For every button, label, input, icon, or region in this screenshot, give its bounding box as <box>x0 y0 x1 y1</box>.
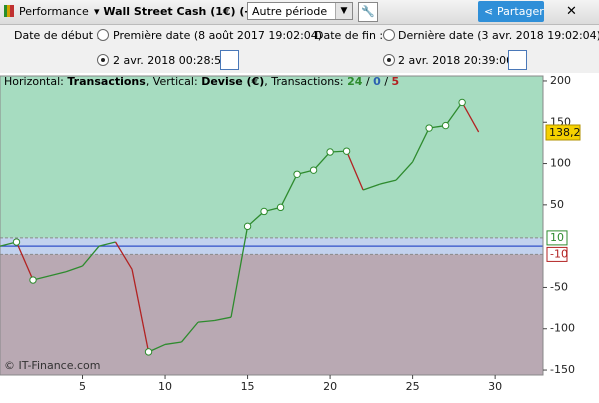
segment <box>82 245 100 267</box>
start-label: Date de début : <box>14 29 101 42</box>
y-tick-label: -50 <box>550 280 568 293</box>
segment <box>445 102 463 126</box>
period-value: Autre période <box>252 5 328 18</box>
point-marker <box>326 148 334 156</box>
segment <box>214 316 232 322</box>
radio[interactable] <box>97 29 109 41</box>
point-marker <box>293 170 301 178</box>
share-label: Partager <box>497 5 544 18</box>
band-label: -10 <box>550 247 568 260</box>
segment <box>15 241 34 281</box>
y-tick-label: -100 <box>550 322 575 335</box>
count-neutral: 0 <box>373 75 381 88</box>
loss-zone <box>0 254 543 375</box>
segment <box>114 241 133 270</box>
last-value-label: 138,2 <box>549 126 581 139</box>
y-tick-label: 100 <box>550 157 571 170</box>
header-text: , Transactions: <box>264 75 344 88</box>
end-label: Date de fin : <box>315 29 384 42</box>
y-tick-label: 200 <box>550 74 571 87</box>
count-loss: 5 <box>391 75 400 88</box>
radio[interactable] <box>383 29 395 41</box>
segment <box>49 271 67 277</box>
radio[interactable] <box>383 54 395 66</box>
module-button[interactable]: Performance <box>19 5 89 18</box>
band-label-box <box>546 230 568 246</box>
end-last[interactable]: Dernière date (3 avr. 2018 19:02:04) <box>398 29 599 42</box>
x-tick-label: 5 <box>79 380 86 393</box>
header-y: Devise (€) <box>201 75 265 88</box>
point-marker <box>243 222 252 231</box>
close-button[interactable]: ✕ <box>566 4 577 19</box>
segment <box>98 241 116 247</box>
segment <box>313 151 331 171</box>
point-marker <box>144 348 153 356</box>
x-tick-label: 20 <box>323 380 337 393</box>
radio[interactable] <box>97 54 109 66</box>
header-text: , Vertical: <box>145 75 198 88</box>
end-value[interactable]: 2 avr. 2018 20:39:00 <box>398 54 514 67</box>
share-button[interactable]: ⋖ Partager <box>478 1 544 22</box>
segment <box>412 127 430 163</box>
sep: / <box>384 75 389 88</box>
calendar-icon[interactable] <box>508 50 527 70</box>
plot-frame <box>0 75 544 376</box>
instrument-selector[interactable]: ▾ Wall Street Cash (1€) (-) <box>94 5 255 18</box>
segment <box>164 341 182 346</box>
x-tick-label: 10 <box>158 380 172 393</box>
point-marker <box>309 166 318 174</box>
start-value[interactable]: 2 avr. 2018 00:28:54 <box>113 54 229 67</box>
count-win: 24 <box>347 75 363 88</box>
point-marker <box>458 98 466 107</box>
y-tick-label: -150 <box>550 363 575 376</box>
point-marker <box>425 124 433 132</box>
segment <box>279 173 298 208</box>
x-tick-label: 15 <box>241 380 255 393</box>
point-marker <box>441 121 450 130</box>
segment <box>461 102 480 133</box>
start-first[interactable]: Première date (8 août 2017 19:02:04) <box>113 29 323 42</box>
segment <box>362 183 380 191</box>
toolbar: Performance ▾ Wall Street Cash (1€) (-) … <box>0 0 599 25</box>
point-marker <box>342 147 351 155</box>
point-marker <box>12 238 21 246</box>
segment <box>395 161 414 181</box>
last-value-box <box>545 124 581 141</box>
header-text: Horizontal: <box>4 75 64 88</box>
instrument-name: Wall Street Cash (1€) (-) <box>103 5 255 18</box>
header-x: Transactions <box>67 75 146 88</box>
point-marker <box>276 203 285 212</box>
band-label: 10 <box>550 231 564 244</box>
segment <box>379 179 397 185</box>
segment <box>131 269 150 353</box>
calendar-icon[interactable] <box>220 50 239 70</box>
x-tick-label: 30 <box>488 380 502 393</box>
y-tick-label: 50 <box>550 198 564 211</box>
chart-header: Horizontal: Transactions, Vertical: Devi… <box>4 75 399 88</box>
performance-icon <box>4 5 14 17</box>
point-marker <box>260 207 268 216</box>
segment <box>230 226 249 318</box>
period-select[interactable]: Autre période ▼ <box>247 2 353 20</box>
segment <box>65 265 83 273</box>
watermark: © IT-Finance.com <box>4 359 101 372</box>
profit-zone <box>0 76 543 238</box>
segment <box>181 321 199 343</box>
segment <box>197 319 215 323</box>
sep: / <box>365 75 370 88</box>
x-tick-label: 25 <box>406 380 420 393</box>
settings-button[interactable]: 🔧 <box>358 2 378 22</box>
point-marker <box>29 276 37 284</box>
segment <box>247 210 265 227</box>
band-label-box <box>546 246 568 262</box>
segment <box>345 150 364 191</box>
